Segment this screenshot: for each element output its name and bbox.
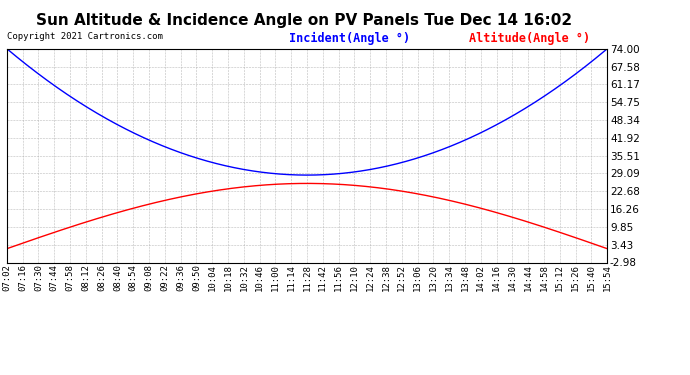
Text: Sun Altitude & Incidence Angle on PV Panels Tue Dec 14 16:02: Sun Altitude & Incidence Angle on PV Pan… bbox=[36, 13, 571, 28]
Text: Copyright 2021 Cartronics.com: Copyright 2021 Cartronics.com bbox=[7, 32, 163, 40]
Text: Altitude(Angle °): Altitude(Angle °) bbox=[469, 32, 590, 45]
Text: Incident(Angle °): Incident(Angle °) bbox=[289, 32, 410, 45]
